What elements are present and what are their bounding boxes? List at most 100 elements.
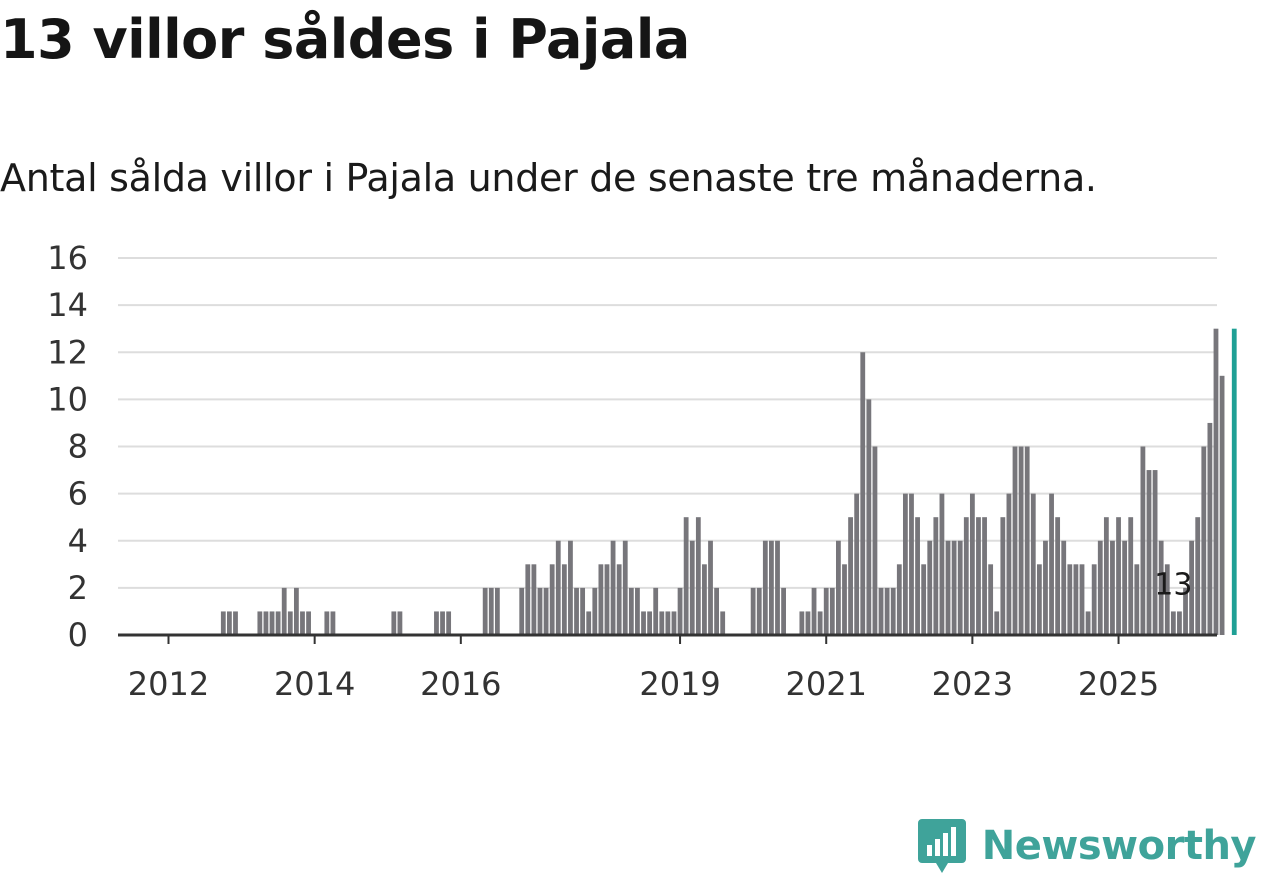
bar <box>921 564 927 635</box>
chart-subtitle: Antal sålda villor i Pajala under de sen… <box>0 156 1097 200</box>
bar <box>257 611 263 635</box>
bar <box>281 587 287 636</box>
bar <box>750 587 756 636</box>
bar <box>440 611 445 635</box>
bar <box>482 587 488 636</box>
bar <box>220 611 226 635</box>
bar <box>671 611 677 635</box>
bar <box>1189 540 1195 635</box>
bar <box>902 493 908 636</box>
bar <box>994 611 1000 635</box>
bar-chart-badge-icon <box>917 819 966 873</box>
bar <box>647 611 653 635</box>
highlight-bar <box>1231 328 1237 635</box>
bar <box>1146 470 1152 635</box>
x-tick-labels: 2012 2014 2016 2019 2021 2023 2025 <box>128 635 1159 703</box>
bar <box>1177 611 1182 635</box>
bar <box>756 587 762 636</box>
bar <box>1036 564 1042 635</box>
bar <box>1140 446 1146 635</box>
bar <box>848 517 853 635</box>
bar <box>1128 517 1134 635</box>
bar <box>293 587 299 636</box>
x-tick-label: 2016 <box>420 665 501 703</box>
bar <box>1091 564 1097 635</box>
bar <box>555 540 561 635</box>
bar <box>1213 328 1219 635</box>
bar <box>397 611 403 635</box>
y-tick-label: 2 <box>68 569 88 607</box>
bar <box>927 540 933 635</box>
y-tick-label: 12 <box>47 333 88 371</box>
bar <box>598 564 604 635</box>
bar <box>324 611 330 635</box>
bar <box>945 540 951 635</box>
bar <box>269 611 275 635</box>
bar <box>233 611 238 635</box>
bar <box>1043 540 1048 635</box>
annotations: 13 <box>1154 567 1192 602</box>
bar <box>1183 587 1188 636</box>
y-tick-label: 4 <box>68 522 88 560</box>
bar <box>1030 493 1036 636</box>
bar <box>531 564 537 635</box>
bar <box>275 611 281 635</box>
bar <box>854 493 860 636</box>
bar <box>866 399 872 636</box>
y-tick-label: 0 <box>68 616 88 654</box>
bar <box>653 587 659 636</box>
bar <box>1110 540 1115 635</box>
bar <box>1097 540 1103 635</box>
bar <box>300 611 305 635</box>
y-tick-label: 14 <box>47 286 88 324</box>
bar <box>982 517 987 635</box>
bars <box>220 328 1237 636</box>
y-axis: 0 2 4 6 8 10 12 14 16 <box>47 239 88 654</box>
brand-name: Newsworthy <box>981 823 1257 869</box>
bar <box>549 564 555 635</box>
x-tick-label: 2023 <box>932 665 1013 703</box>
bar <box>659 611 665 635</box>
bar <box>519 587 525 636</box>
bar <box>909 493 914 636</box>
bar <box>391 611 397 635</box>
bar <box>1103 517 1109 635</box>
bar <box>842 564 847 635</box>
bar <box>957 540 963 635</box>
bar <box>1195 517 1201 635</box>
bar <box>933 517 939 635</box>
bar <box>762 540 768 635</box>
bar <box>525 564 531 635</box>
bar <box>568 540 573 635</box>
x-tick-label: 2021 <box>786 665 867 703</box>
bar <box>537 587 543 636</box>
bar <box>823 587 829 636</box>
bar <box>1061 540 1067 635</box>
bar <box>1079 564 1085 635</box>
bar <box>604 564 610 635</box>
bar <box>1006 493 1012 636</box>
y-tick-label: 10 <box>47 380 88 418</box>
bar <box>1122 540 1128 635</box>
bar <box>1024 446 1030 635</box>
bar <box>586 611 592 635</box>
bar <box>1134 564 1140 635</box>
bar <box>561 564 567 635</box>
bar <box>884 587 890 636</box>
bar <box>963 517 969 635</box>
y-tick-label: 16 <box>47 239 88 277</box>
bar <box>1164 564 1170 635</box>
bar <box>714 587 719 636</box>
bar <box>988 564 994 635</box>
bar <box>306 611 311 635</box>
bar <box>951 540 957 635</box>
bar <box>641 611 646 635</box>
y-tick-label: 6 <box>68 475 88 513</box>
bar <box>805 611 811 635</box>
bar <box>872 446 878 635</box>
bar <box>915 517 920 635</box>
bar <box>287 611 293 635</box>
bar <box>1018 446 1024 635</box>
bar <box>330 611 336 635</box>
bar <box>446 611 452 635</box>
